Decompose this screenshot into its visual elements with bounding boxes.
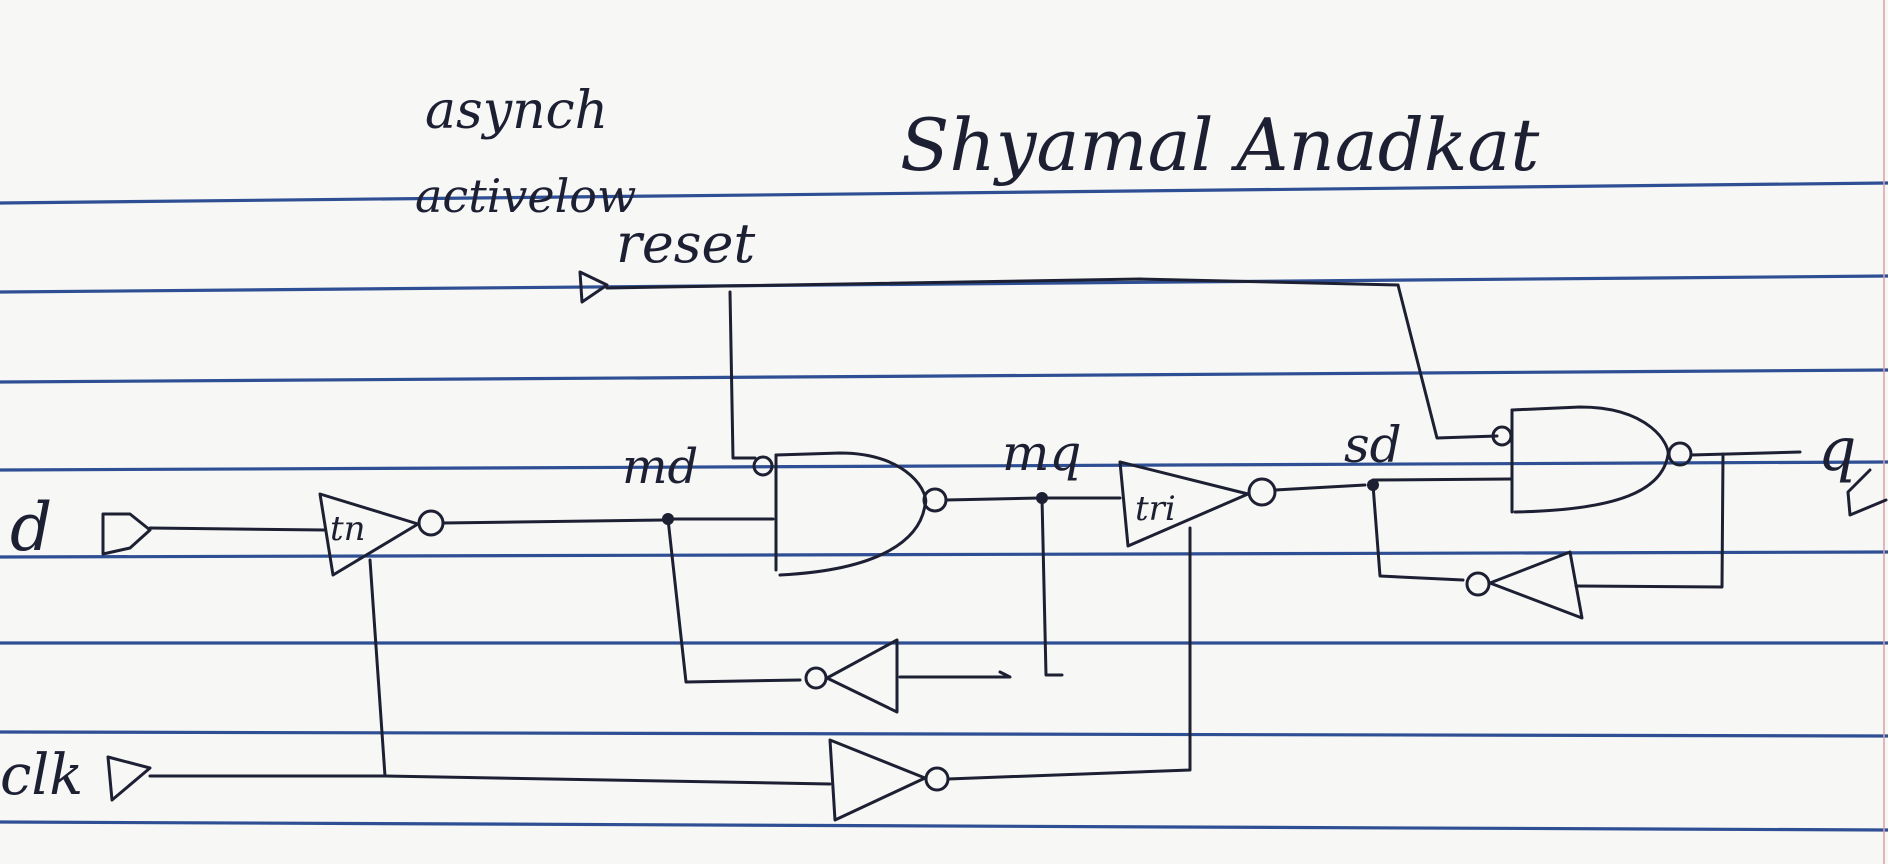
ruled-line bbox=[0, 460, 1888, 472]
clk-wire bbox=[148, 774, 832, 786]
sd-to-nand2-wire bbox=[1371, 477, 1514, 482]
reset-to-nand2-wire bbox=[1396, 283, 1499, 440]
reset-description-line2: activelow bbox=[415, 169, 636, 223]
mq-net-wire bbox=[944, 496, 1042, 502]
reset-net bbox=[605, 277, 1400, 290]
d-port-icon bbox=[101, 512, 152, 556]
md-label: md bbox=[622, 439, 698, 495]
slave-nand-gate bbox=[1491, 405, 1693, 514]
reset-description-line1: asynch bbox=[425, 81, 608, 141]
ruled-line bbox=[0, 368, 1888, 384]
clk-port-icon bbox=[106, 755, 152, 802]
q-output-wire bbox=[1689, 450, 1802, 457]
slave-feedback-inverter bbox=[1465, 550, 1584, 620]
master-nand-gate bbox=[752, 451, 948, 577]
ruled-line bbox=[0, 550, 1888, 559]
clk-label: clk bbox=[0, 743, 83, 808]
ruled-line bbox=[0, 274, 1888, 294]
d-wire bbox=[148, 526, 327, 532]
clk-inverter bbox=[828, 738, 950, 822]
input-tristate-label: tn bbox=[330, 509, 366, 549]
d-label: d bbox=[10, 489, 52, 566]
master-feedback-right-wire bbox=[1040, 496, 1064, 677]
reset-port-icon bbox=[578, 270, 609, 304]
reset-to-nand1-wire bbox=[728, 290, 757, 460]
ruled-line bbox=[0, 181, 1888, 205]
ruled-line bbox=[0, 730, 1888, 738]
input-tristate-inverter: tn bbox=[318, 492, 445, 577]
sd-label: sd bbox=[1344, 416, 1402, 474]
reset-label: reset bbox=[616, 212, 755, 275]
output-tristate-inverter: tri bbox=[1118, 460, 1277, 548]
q-label: q bbox=[1818, 415, 1856, 485]
slave-feedback-left-wire bbox=[1371, 483, 1465, 582]
md-net-wire bbox=[441, 518, 667, 525]
master-feedback-left-wire bbox=[666, 517, 802, 684]
clk-to-input-tristate-wire bbox=[368, 558, 387, 778]
master-feedback-input-wire bbox=[898, 670, 1012, 679]
ruled-line bbox=[0, 820, 1888, 832]
output-tristate-label: tri bbox=[1135, 489, 1176, 529]
mq-label: mq bbox=[1002, 424, 1081, 482]
sd-net-wire bbox=[1273, 483, 1367, 492]
slave-feedback-right-wire bbox=[1574, 452, 1725, 589]
clkbar-to-output-tristate-wire bbox=[946, 526, 1192, 781]
q-port-icon bbox=[1846, 468, 1888, 517]
master-feedback-inverter bbox=[804, 638, 899, 714]
author-name: Shyamal Anadkat bbox=[900, 103, 1540, 187]
